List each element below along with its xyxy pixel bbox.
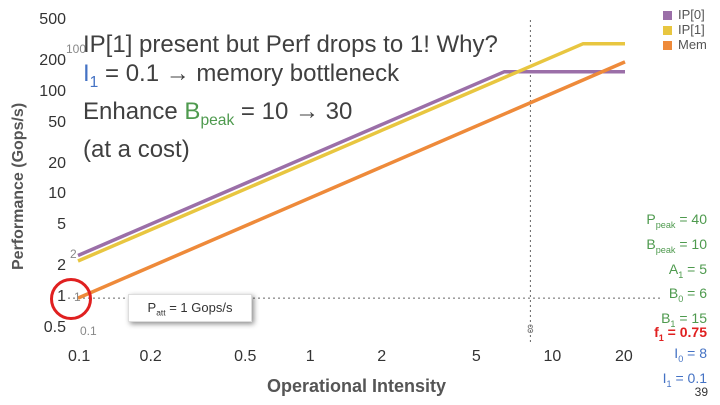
y-tick-label: 500 <box>39 11 66 28</box>
param-b0: B0 = 6 <box>668 285 707 305</box>
old-label: 2 <box>70 247 77 261</box>
param-bpeak: Bpeak = 10 <box>646 235 707 255</box>
legend-swatch-ip1 <box>663 26 672 36</box>
series-line-ip1 <box>77 42 625 263</box>
param-b1: B1 = 15 <box>661 310 707 329</box>
x-axis-label: Operational Intensity <box>267 376 447 396</box>
series-line-mem <box>77 60 626 300</box>
param-intensities: I0 = 8 I1 = 0.1 <box>663 344 707 394</box>
y-tick-label: 10 <box>48 185 66 203</box>
reference-lines <box>68 20 660 345</box>
legend-item-mem: Mem <box>663 37 707 52</box>
legend-label-mem: Mem <box>678 37 707 52</box>
legend-item-ip0: IP[0] <box>663 7 707 22</box>
highlight-circle <box>50 278 92 320</box>
y-tick-label: 20 <box>48 154 66 172</box>
param-i1: I1 = 0.1 <box>662 369 707 389</box>
headline-line-2: I1 = 0.1 → memory bottleneck <box>83 60 400 91</box>
headline-line-3: Enhance Bpeak = 10 → 30 <box>83 97 353 129</box>
old-label: 0.1 <box>80 324 97 338</box>
y-axis-label: Performance (Gops/s) <box>10 102 27 270</box>
series-line-ip0 <box>77 70 625 258</box>
param-a1: A1 = 5 <box>668 260 707 280</box>
x-tick-label: 1 <box>305 348 315 365</box>
x-tick-label: 0.2 <box>139 348 162 365</box>
headline-text: IP[1] present but Perf drops to 1! Why? … <box>83 30 498 164</box>
legend: IP[0] IP[1] Mem <box>663 7 707 52</box>
param-i0: I0 = 8 <box>674 345 707 364</box>
attained-performance-callout: Patt = 1 Gops/s <box>128 294 252 322</box>
y-tick-label: 2 <box>57 257 66 275</box>
y-tick-label: 200 <box>39 51 66 69</box>
param-ppeak: Ppeak = 40 <box>646 211 707 230</box>
x-tick-label: 2 <box>377 348 387 365</box>
x-tick-label: 0.1 <box>68 348 91 365</box>
legend-swatch-mem <box>663 41 672 51</box>
legend-item-ip1: IP[1] <box>663 22 707 37</box>
headline-line-1: IP[1] present but Perf drops to 1! Why? <box>83 31 498 58</box>
y-tick-label: 0.5 <box>43 319 66 336</box>
old-label: 8 <box>527 322 534 336</box>
y-tick-label: 100 <box>39 82 66 100</box>
y-tick-label: 50 <box>48 113 66 131</box>
page-number: 39 <box>694 385 708 399</box>
legend-label-ip1: IP[1] <box>678 22 705 37</box>
x-tick-label: 10 <box>543 348 562 365</box>
param-f1: f1 = 0.75 <box>654 324 707 343</box>
headline-line-4: (at a cost) <box>83 135 190 163</box>
legend-swatch-ip0 <box>663 11 672 21</box>
y-tick-label: 5 <box>57 216 66 234</box>
x-tick-label: 5 <box>471 348 481 365</box>
x-tick-label: 0.5 <box>234 348 257 365</box>
legend-label-ip0: IP[0] <box>678 7 705 22</box>
x-tick-label: 20 <box>615 348 633 365</box>
old-label: 100 <box>66 42 87 56</box>
parameter-list: Ppeak = 40 Bpeak = 10 A1 = 5 B0 = 6 B1 =… <box>646 210 707 334</box>
series-lines <box>77 42 626 300</box>
